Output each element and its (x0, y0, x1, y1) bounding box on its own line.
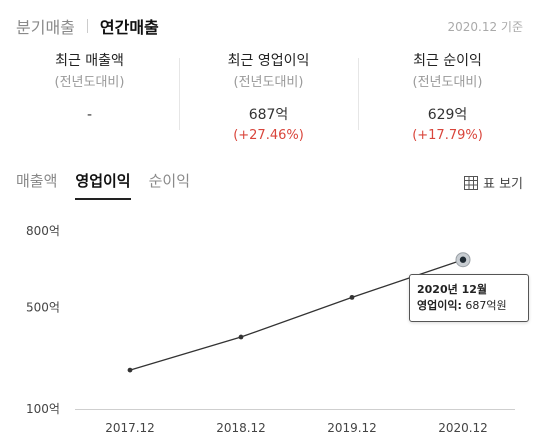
data-point (127, 367, 133, 373)
tab-operating-profit[interactable]: 영업이익 (75, 170, 131, 200)
summary-net-income: 최근 순이익 (전년도대비) 629억 (+17.79%) (358, 52, 537, 148)
summary-revenue: 최근 매출액 (전년도대비) - (0, 52, 179, 148)
tab-quarterly-sales[interactable]: 분기매출 (16, 18, 75, 37)
summary-label: 최근 영업이익 (227, 53, 310, 69)
table-view-label: 표 보기 (482, 177, 523, 192)
x-tick-label: 2018.12 (216, 421, 266, 435)
operating-profit-chart: 100억 500억 800억 2017.12 2018.12 2019.12 2020.12 (26, 224, 515, 435)
x-tick-label: 2019.12 (327, 421, 377, 435)
tab-net-income[interactable]: 순이익 (148, 172, 191, 190)
summary-change: (+27.46%) (233, 128, 304, 143)
summary-label: 최근 매출액 (55, 53, 124, 69)
summary-sublabel: (전년도대비) (54, 75, 125, 90)
summary-operating-profit: 최근 영업이익 (전년도대비) 687억 (+27.46%) (179, 52, 358, 148)
table-icon (463, 175, 478, 190)
as-of-date: 2020.12 기준 (447, 20, 523, 34)
x-tick-label: 2020.12 (438, 421, 488, 435)
y-tick-label: 100억 (26, 402, 60, 416)
data-point-highlighted (459, 256, 467, 263)
summary-value: 687억 (248, 107, 289, 123)
tooltip-key: 영업이익: (417, 299, 462, 312)
tab-annual-sales[interactable]: 연간매출 (99, 18, 159, 37)
summary-sublabel: (전년도대비) (233, 75, 304, 90)
summary-sublabel: (전년도대비) (412, 75, 483, 90)
series-line (129, 259, 464, 371)
data-point (349, 294, 355, 300)
tooltip-value: 687억원 (465, 299, 507, 312)
metric-tabs: 매출액 영업이익 순이익 (16, 170, 208, 200)
tooltip-title: 2020년 12월 (417, 283, 487, 296)
table-view-button[interactable]: 표 보기 (463, 173, 523, 192)
tab-divider (86, 19, 88, 33)
summary-label: 최근 순이익 (413, 53, 482, 69)
summary-value: 629억 (427, 107, 468, 123)
chart-tooltip: 2020년 12월 영업이익: 687억원 (409, 274, 529, 322)
tab-revenue[interactable]: 매출액 (16, 172, 58, 190)
y-tick-label: 800억 (26, 224, 60, 238)
summary-change: (+17.79%) (412, 128, 483, 143)
summary-value: - (86, 107, 93, 123)
summary-panel: 최근 매출액 (전년도대비) - 최근 영업이익 (전년도대비) 687억 (+… (0, 52, 537, 148)
y-tick-label: 500억 (26, 300, 60, 314)
x-tick-label: 2017.12 (105, 421, 155, 435)
period-tabs: 분기매출 연간매출 (16, 14, 159, 38)
data-point (238, 334, 244, 340)
